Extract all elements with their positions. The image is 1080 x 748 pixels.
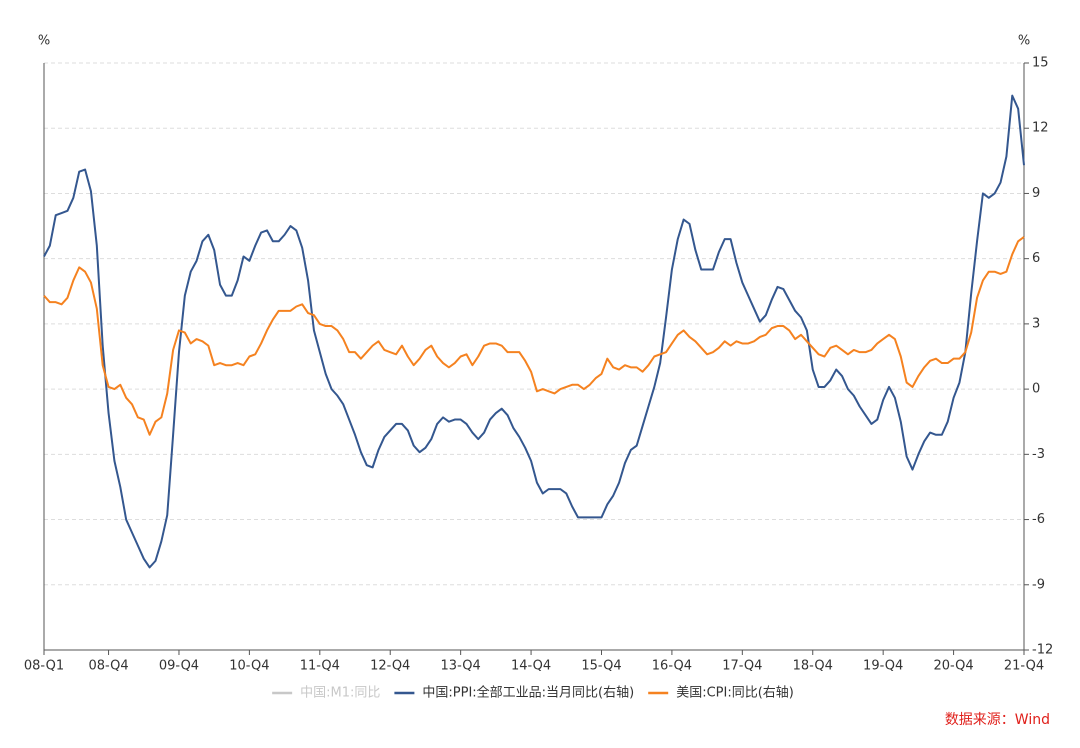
y2-tick-label: 15: [1032, 56, 1049, 71]
x-tick-label: 14-Q4: [511, 659, 551, 674]
x-tick-label: 10-Q4: [229, 659, 269, 674]
y2-tick-label: 12: [1032, 121, 1049, 136]
x-tick-label: 19-Q4: [863, 659, 903, 674]
x-tick-label: 17-Q4: [722, 659, 762, 674]
x-tick-label: 08-Q4: [88, 659, 128, 674]
x-tick-label: 08-Q1: [24, 659, 64, 674]
y2-tick-label: 6: [1032, 251, 1040, 266]
x-tick-label: 18-Q4: [793, 659, 833, 674]
x-tick-label: 15-Q4: [581, 659, 621, 674]
series-line: [43, 94, 1025, 569]
x-tick-label: 09-Q4: [159, 659, 199, 674]
series-line: [43, 236, 1025, 436]
y2-tick-label: 3: [1032, 316, 1040, 331]
x-tick-label: 16-Q4: [652, 659, 692, 674]
legend-label: 中国:M1:同比: [300, 686, 380, 701]
x-tick-label: 11-Q4: [300, 659, 340, 674]
x-tick-label: 20-Q4: [933, 659, 973, 674]
y2-tick-label: -6: [1032, 512, 1045, 527]
y2-tick-label: -9: [1032, 577, 1045, 592]
y2-tick-label: -12: [1032, 643, 1053, 658]
y-unit-left: %: [38, 34, 50, 49]
source: 数据来源：Wind: [945, 712, 1050, 728]
x-tick-label: 13-Q4: [441, 659, 481, 674]
y2-tick-label: 0: [1032, 382, 1040, 397]
legend-label: 中国:PPI:全部工业品:当月同比(右轴): [422, 685, 634, 701]
y2-tick-label: 9: [1032, 186, 1040, 201]
y2-tick-label: -3: [1032, 447, 1045, 462]
legend-label: 美国:CPI:同比(右轴): [676, 686, 794, 701]
x-tick-label: 12-Q4: [370, 659, 410, 674]
y-unit-right: %: [1018, 34, 1030, 49]
x-tick-label: 21-Q4: [1004, 659, 1044, 674]
